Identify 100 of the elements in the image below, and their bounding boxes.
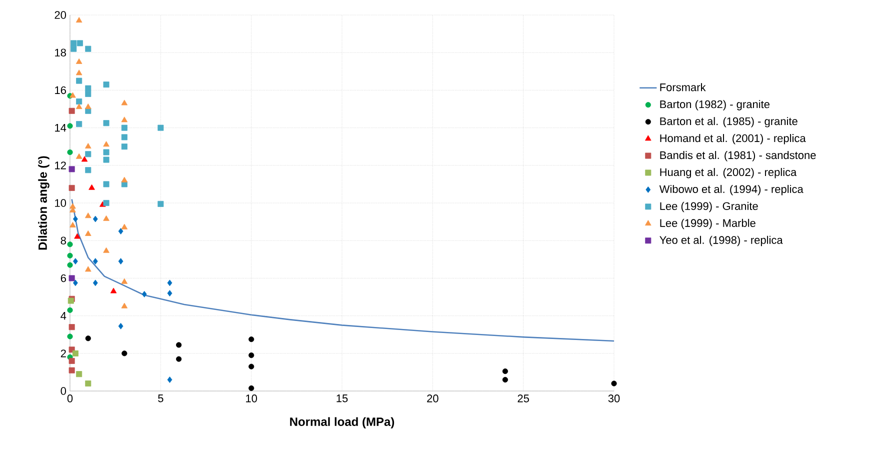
point (121, 116, 128, 122)
point (502, 376, 508, 383)
point (103, 149, 110, 156)
x-tick-label: 10 (246, 394, 258, 402)
legend-label: Huang et al. (2002) - replica (660, 168, 797, 178)
y-axis-title: Dilation angle (°) (38, 156, 50, 250)
point (92, 258, 98, 264)
point (142, 290, 147, 298)
point (85, 90, 92, 97)
point (176, 356, 182, 362)
point (88, 184, 95, 190)
point (67, 334, 73, 340)
point (84, 104, 92, 110)
point (67, 262, 73, 268)
point (70, 46, 77, 52)
point (85, 336, 91, 342)
point (70, 222, 76, 228)
point (121, 134, 128, 140)
point (110, 288, 117, 294)
point (121, 278, 128, 284)
point (85, 167, 92, 174)
point (167, 290, 172, 296)
point (67, 242, 73, 248)
point (502, 368, 508, 374)
y-tick-label: 20 (54, 11, 66, 19)
y-tick-label: 8 (60, 236, 66, 244)
point (72, 216, 78, 222)
point (76, 17, 82, 23)
point (68, 275, 75, 282)
point (68, 184, 75, 191)
point (121, 176, 128, 182)
y-tick-label: 10 (55, 199, 66, 207)
point (68, 108, 75, 114)
point (158, 124, 164, 131)
point (103, 156, 110, 163)
point (103, 200, 110, 206)
point (158, 200, 164, 207)
point (121, 224, 128, 230)
point (167, 280, 172, 286)
x-tick-label: 20 (427, 394, 438, 402)
point (76, 121, 82, 128)
x-tick-label: 15 (336, 394, 348, 402)
point (84, 143, 92, 148)
point (103, 82, 110, 88)
point (121, 124, 128, 131)
point (68, 367, 75, 374)
point (81, 156, 88, 162)
legend-label: Lee (1999) - Granite (660, 202, 758, 212)
point (167, 376, 172, 383)
point (76, 78, 82, 84)
point (76, 70, 82, 76)
x-axis-title: Normal load (MPa) (290, 417, 394, 428)
point (76, 104, 82, 110)
point (103, 120, 110, 126)
point (122, 350, 128, 356)
y-tick-label: 4 (60, 312, 66, 320)
point (248, 364, 254, 370)
point (103, 215, 110, 221)
point (70, 92, 76, 98)
point (85, 108, 92, 114)
point (85, 151, 92, 158)
point (121, 100, 128, 106)
point (68, 166, 75, 172)
point (248, 385, 254, 391)
point (92, 216, 98, 222)
legend-label: Lee (1999) - Marble (660, 218, 756, 230)
y-tick-label: 0 (60, 387, 66, 395)
legend-label: Yeo et al. (1998) - replica (660, 236, 783, 246)
x-tick-label: 0 (67, 394, 73, 402)
point (76, 58, 82, 64)
legend-label: Bandis et al. (1981) - sandstone (660, 151, 816, 162)
point (74, 233, 80, 239)
y-tick-label: 14 (55, 124, 66, 132)
point (72, 258, 78, 264)
point (248, 336, 254, 342)
point (76, 153, 82, 159)
x-tick-label: 5 (158, 394, 164, 402)
y-tick-label: 18 (55, 48, 66, 56)
point (92, 280, 98, 286)
point (68, 358, 75, 364)
point (85, 380, 92, 386)
point (176, 342, 182, 348)
point (121, 302, 128, 308)
point (103, 247, 110, 253)
line-series (71, 198, 615, 342)
legend-label: Wibowo et al. (1994) - replica (659, 184, 804, 196)
y-tick-label: 6 (60, 274, 66, 282)
point (68, 324, 75, 330)
point (103, 141, 110, 147)
point (611, 380, 617, 386)
point (72, 280, 78, 286)
point (121, 144, 128, 150)
point (85, 85, 92, 92)
point (76, 98, 82, 104)
point (248, 352, 254, 358)
legend-label: Homand et al. (2001) - replica (660, 134, 806, 144)
point (67, 252, 73, 258)
point (84, 266, 92, 272)
point (67, 149, 73, 156)
point (76, 40, 83, 46)
